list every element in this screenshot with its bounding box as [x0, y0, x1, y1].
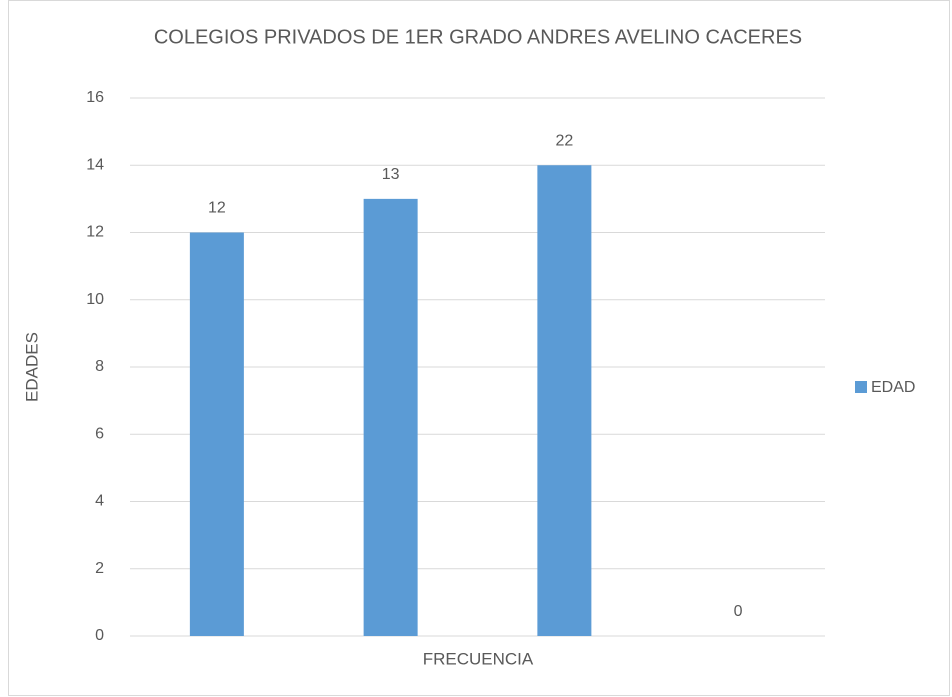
y-tick-label: 12	[86, 224, 104, 241]
y-tick-label: 16	[86, 89, 104, 106]
bar	[537, 165, 592, 636]
y-tick-label: 0	[95, 627, 104, 644]
data-label: 22	[555, 132, 573, 149]
data-label: 13	[382, 166, 400, 183]
data-label: 12	[208, 200, 226, 217]
y-tick-label: 10	[86, 291, 104, 308]
legend-label: EDAD	[871, 379, 915, 396]
y-tick-label: 2	[95, 560, 104, 577]
x-axis-label: FRECUENCIA	[423, 649, 534, 668]
bar	[363, 198, 418, 636]
y-tick-label: 14	[86, 156, 104, 173]
legend-swatch	[855, 381, 867, 393]
y-tick-label: 8	[95, 358, 104, 375]
chart-title: COLEGIOS PRIVADOS DE 1ER GRADO ANDRES AV…	[154, 26, 802, 48]
chart-border	[8, 0, 950, 696]
data-label: 0	[734, 603, 743, 620]
y-tick-label: 4	[95, 493, 104, 510]
bar	[189, 232, 244, 636]
y-axis-label: EDADES	[22, 332, 41, 402]
y-tick-label: 6	[95, 425, 104, 442]
